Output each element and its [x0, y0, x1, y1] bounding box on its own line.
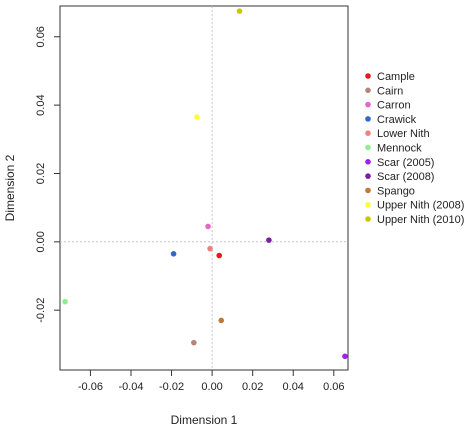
legend-label: Upper Nith (2008) — [377, 200, 464, 212]
data-point — [218, 317, 225, 324]
legend-marker — [365, 159, 371, 165]
data-point — [266, 237, 272, 243]
legend-label: Scar (2005) — [377, 157, 434, 169]
data-points — [62, 8, 348, 360]
x-tick-label: -0.06 — [78, 381, 103, 393]
legend-label: Scar (2008) — [377, 171, 434, 183]
legend-marker — [365, 144, 371, 151]
legend-marker — [365, 73, 371, 79]
y-tick-label: 0.04 — [35, 94, 47, 115]
x-tick-label: 0.06 — [323, 381, 344, 393]
x-tick-label: -0.04 — [118, 381, 143, 393]
y-tick-label: 0.00 — [35, 231, 47, 252]
legend-label: Mennock — [377, 143, 422, 155]
y-tick-label: 0.06 — [35, 26, 47, 47]
data-point — [205, 223, 211, 230]
x-axis: -0.06 -0.04 -0.02 0.00 0.02 0.04 0.06 — [78, 370, 345, 393]
legend-label: Spango — [377, 185, 415, 197]
data-point — [170, 250, 177, 257]
y-tick-label: -0.02 — [35, 298, 47, 323]
legend-label: Lower Nith — [377, 128, 430, 140]
data-point — [194, 114, 200, 120]
data-point — [207, 245, 213, 252]
data-point — [191, 339, 197, 346]
legend-marker — [365, 101, 371, 108]
legend-marker — [365, 87, 371, 94]
y-axis: -0.02 0.00 0.02 0.04 0.06 — [35, 26, 60, 323]
legend: Cample Cairn Carron Crawick Lower Nith Mennoc… — [365, 71, 464, 226]
data-point — [216, 252, 223, 259]
x-tick-label: -0.02 — [159, 381, 184, 393]
x-axis-title: Dimension 1 — [171, 413, 238, 427]
legend-marker — [365, 187, 371, 194]
legend-label: Cample — [377, 71, 415, 83]
y-tick-label: 0.02 — [35, 163, 47, 184]
data-point — [236, 8, 243, 14]
y-axis-title: Dimension 2 — [3, 154, 17, 221]
legend-marker — [365, 130, 371, 136]
legend-label: Carron — [377, 100, 411, 112]
legend-marker — [365, 216, 371, 222]
data-point — [342, 353, 348, 360]
reference-lines — [60, 6, 348, 370]
legend-label: Crawick — [377, 114, 417, 126]
x-tick-label: 0.00 — [201, 381, 222, 393]
x-tick-label: 0.04 — [283, 381, 304, 393]
legend-label: Cairn — [377, 85, 403, 97]
legend-marker — [365, 201, 371, 208]
legend-label: Upper Nith (2010) — [377, 214, 464, 226]
plot-frame — [59, 5, 349, 371]
x-tick-label: 0.02 — [242, 381, 263, 393]
data-point — [62, 298, 68, 305]
legend-marker — [365, 173, 371, 179]
legend-marker — [365, 116, 371, 122]
